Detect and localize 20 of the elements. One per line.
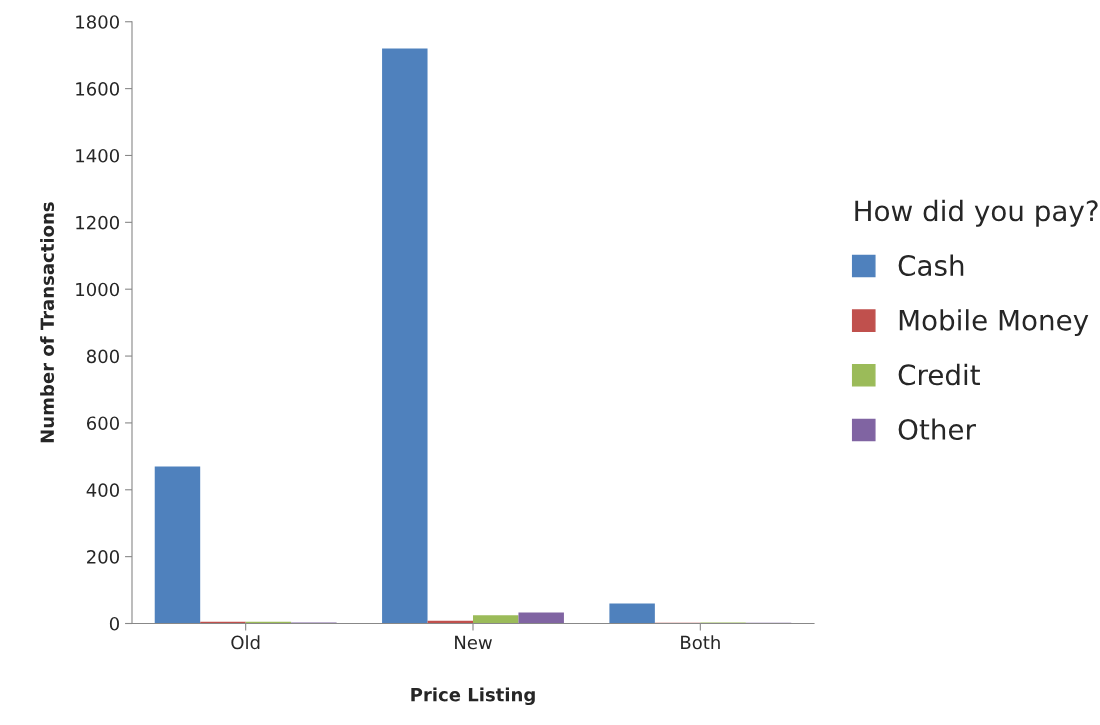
legend-label: Credit [898, 363, 980, 386]
y-tick-label: 600 [86, 416, 119, 431]
y-tick-label: 1800 [76, 15, 119, 29]
y-tick-label: 1600 [76, 82, 119, 96]
legend-label: Other [898, 418, 976, 441]
y-tick-label: 800 [86, 349, 119, 364]
x-tick-label: Old [231, 635, 260, 650]
y-tick-label: 1400 [76, 148, 119, 163]
x-tick-label: Both [681, 635, 720, 650]
x-tick-label: New [455, 635, 492, 650]
y-tick-label: 200 [87, 550, 119, 564]
y-tick-label: 0 [109, 616, 119, 631]
y-axis-title: Number of Transactions [40, 202, 55, 443]
y-tick-label: 1000 [76, 282, 119, 297]
y-tick-label: 400 [86, 483, 119, 497]
legend-label: Cash [898, 254, 964, 277]
legend-label: Mobile Money [899, 309, 1089, 337]
legend-title: How did you pay? [855, 199, 1098, 227]
x-axis-title: Price Listing [411, 687, 535, 706]
y-tick-label: 1200 [76, 215, 119, 230]
